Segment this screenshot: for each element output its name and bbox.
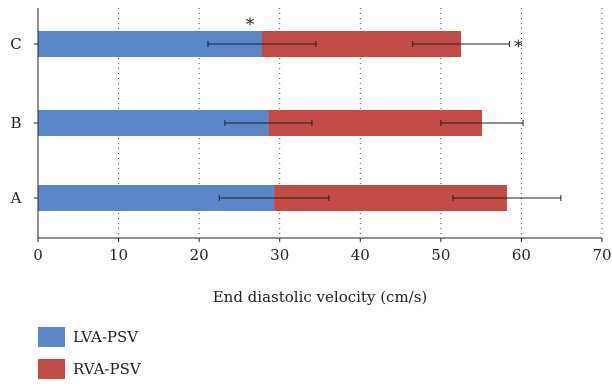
bar-marks [38, 31, 507, 211]
x-tick-label-70: 70 [592, 246, 611, 264]
error-bars [207, 41, 562, 201]
x-tick-label-30: 30 [270, 246, 289, 264]
legend: LVA-PSV RVA-PSV [38, 327, 141, 391]
y-tick-label-B: B [10, 114, 21, 132]
legend-label-lva: LVA-PSV [73, 328, 139, 346]
x-tick-label-0: 0 [33, 246, 43, 264]
y-tick-label-C: C [10, 35, 21, 53]
legend-swatch-rva [38, 359, 65, 379]
legend-label-rva: RVA-PSV [73, 360, 141, 378]
legend-item-lva: LVA-PSV [38, 327, 141, 347]
significance-marker-C-lva-psv: * [246, 15, 255, 35]
x-axis-label: End diastolic velocity (cm/s) [212, 288, 428, 306]
tick-labels: 0 10 20 30 40 50 60 70 A B C [10, 35, 612, 264]
x-tick-label-20: 20 [190, 246, 209, 264]
y-tick-label-A: A [10, 189, 22, 207]
x-tick-label-50: 50 [431, 246, 450, 264]
x-tick-label-60: 60 [512, 246, 531, 264]
significance-marker-C-rva-psv: * [514, 37, 523, 57]
x-tick-label-10: 10 [109, 246, 128, 264]
legend-swatch-lva [38, 327, 65, 347]
significance-markers: ** [246, 15, 523, 57]
x-tick-label-40: 40 [351, 246, 370, 264]
legend-item-rva: RVA-PSV [38, 359, 141, 379]
